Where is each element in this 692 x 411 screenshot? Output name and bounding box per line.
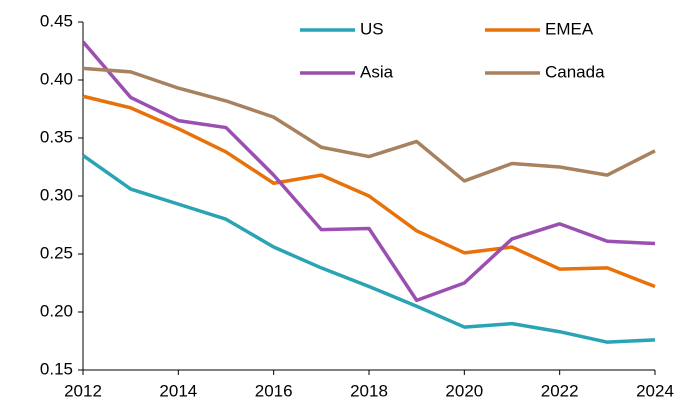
x-tick-label: 2016 <box>255 381 293 400</box>
series-line <box>82 94 656 289</box>
series-line <box>81 153 656 344</box>
x-tick-label: 2014 <box>159 381 197 400</box>
y-tick-label: 0.35 <box>40 127 73 146</box>
x-tick-label: 2012 <box>64 381 102 400</box>
y-tick-label: 0.20 <box>40 301 73 320</box>
legend-label: US <box>360 19 384 38</box>
y-tick-label: 0.45 <box>40 11 73 30</box>
legend-label: EMEA <box>545 19 594 38</box>
y-tick-label: 0.15 <box>40 359 73 378</box>
x-tick-label: 2024 <box>636 381 674 400</box>
y-tick-label: 0.30 <box>40 185 73 204</box>
y-tick-label: 0.25 <box>40 243 73 262</box>
series-line <box>81 40 656 303</box>
x-tick-label: 2018 <box>350 381 388 400</box>
series-line <box>82 66 656 183</box>
legend-label: Canada <box>545 62 605 81</box>
legend-label: Asia <box>360 62 394 81</box>
y-tick-label: 0.40 <box>40 69 73 88</box>
x-tick-label: 2022 <box>541 381 579 400</box>
x-tick-label: 2020 <box>445 381 483 400</box>
